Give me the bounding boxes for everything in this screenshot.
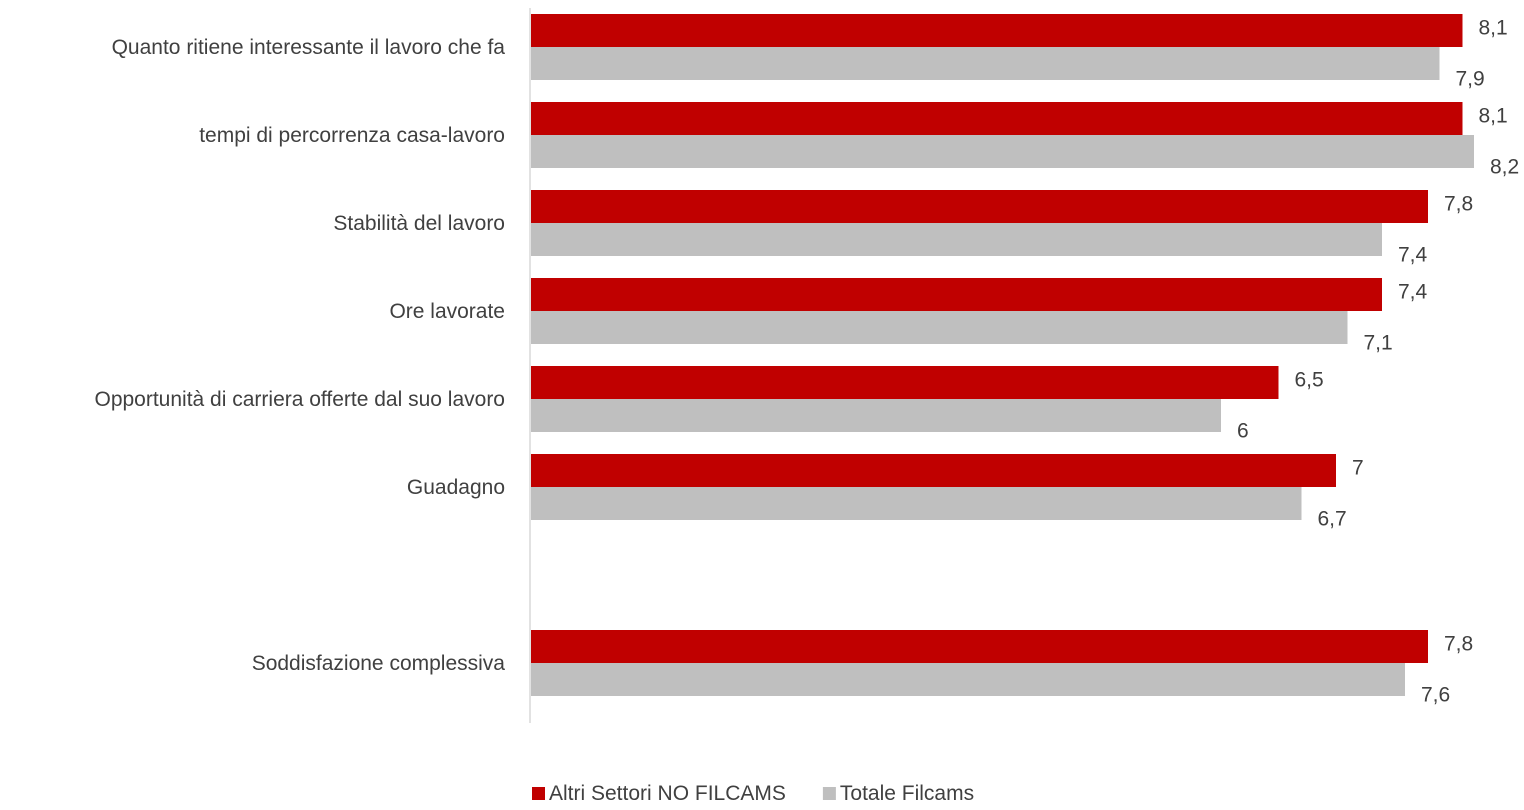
legend-swatch-altri-settori xyxy=(532,787,545,800)
data-label: 8,1 xyxy=(1479,17,1508,40)
bar-altri-settori xyxy=(531,366,1279,399)
bar-altri-settori xyxy=(531,278,1382,311)
legend-label-totale-filcams: Totale Filcams xyxy=(840,782,974,805)
data-label: 8,1 xyxy=(1479,105,1508,128)
legend-label-altri-settori: Altri Settori NO FILCAMS xyxy=(549,782,786,805)
data-label: 6,5 xyxy=(1295,369,1324,392)
bar-altri-settori xyxy=(531,14,1463,47)
bar-totale-filcams xyxy=(531,135,1474,168)
data-label: 7,9 xyxy=(1456,68,1485,91)
data-label: 7,8 xyxy=(1444,633,1473,656)
labels-layer: Quanto ritiene interessante il lavoro ch… xyxy=(94,17,1519,707)
legend: Altri Settori NO FILCAMS Totale Filcams xyxy=(532,782,974,805)
bar-totale-filcams xyxy=(531,487,1302,520)
data-label: 7,6 xyxy=(1421,684,1450,707)
category-label: tempi di percorrenza casa-lavoro xyxy=(199,124,505,147)
bar-totale-filcams xyxy=(531,663,1405,696)
bar-altri-settori xyxy=(531,102,1463,135)
data-label: 6,7 xyxy=(1318,508,1347,531)
bar-totale-filcams xyxy=(531,223,1382,256)
bar-totale-filcams xyxy=(531,47,1440,80)
category-label: Guadagno xyxy=(407,476,505,499)
data-label: 7,4 xyxy=(1398,244,1428,267)
bar-altri-settori xyxy=(531,190,1428,223)
category-label: Ore lavorate xyxy=(389,300,505,323)
data-label: 7,4 xyxy=(1398,281,1428,304)
data-label: 7,1 xyxy=(1364,332,1393,355)
category-label: Stabilità del lavoro xyxy=(333,212,505,235)
data-label: 7 xyxy=(1352,457,1364,480)
data-label: 7,8 xyxy=(1444,193,1473,216)
category-label: Opportunità di carriera offerte dal suo … xyxy=(94,388,505,411)
bar-totale-filcams xyxy=(531,311,1348,344)
bar-altri-settori xyxy=(531,630,1428,663)
data-label: 6 xyxy=(1237,420,1249,443)
data-label: 8,2 xyxy=(1490,156,1519,179)
category-label: Soddisfazione complessiva xyxy=(252,652,506,675)
bars-layer xyxy=(531,14,1474,696)
bar-altri-settori xyxy=(531,454,1336,487)
bar-totale-filcams xyxy=(531,399,1221,432)
category-label: Quanto ritiene interessante il lavoro ch… xyxy=(112,36,506,59)
legend-swatch-totale-filcams xyxy=(822,787,836,800)
